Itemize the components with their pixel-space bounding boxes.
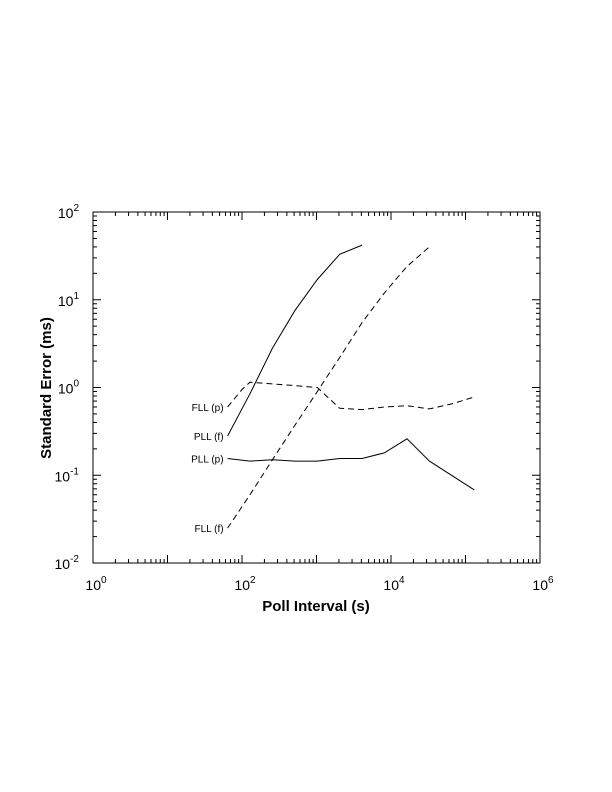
series-line-2 bbox=[227, 438, 475, 491]
series-label-2: PLL (p) bbox=[191, 455, 223, 466]
x-axis-title: Poll Interval (s) bbox=[262, 598, 370, 615]
series-label-3: FLL (f) bbox=[194, 524, 223, 535]
y-tick-label: 102 bbox=[58, 203, 80, 221]
x-tick-label-exponent: 0 bbox=[101, 575, 107, 586]
y-tick-label-base: 10 bbox=[58, 205, 74, 221]
series-lines bbox=[227, 244, 475, 529]
y-tick-label: 101 bbox=[58, 291, 80, 309]
x-tick-label-base: 10 bbox=[234, 577, 250, 593]
y-tick-label-exponent: 1 bbox=[73, 291, 79, 302]
series-label-0: FLL (p) bbox=[192, 403, 224, 414]
y-tick-label: 100 bbox=[58, 379, 80, 397]
y-tick-label-exponent: -2 bbox=[70, 554, 79, 565]
y-tick-label-exponent: 2 bbox=[73, 203, 79, 214]
y-tick-label-exponent: -1 bbox=[70, 466, 79, 477]
y-tick-label-base: 10 bbox=[58, 293, 74, 309]
x-tick-label-base: 10 bbox=[383, 577, 399, 593]
series-labels: FLL (p) PLL (f) PLL (p) FLL (f) bbox=[191, 403, 223, 535]
x-tick-label: 100 bbox=[85, 575, 107, 593]
y-tick-label-base: 10 bbox=[55, 468, 71, 484]
x-tick-label-exponent: 6 bbox=[548, 575, 554, 586]
x-tick-label-base: 10 bbox=[85, 577, 101, 593]
series-line-1 bbox=[227, 244, 363, 437]
x-tick-label: 104 bbox=[383, 575, 405, 593]
x-tick-label: 106 bbox=[532, 575, 554, 593]
y-tick-label-exponent: 0 bbox=[73, 379, 79, 390]
series-line-0 bbox=[227, 381, 475, 411]
y-tick-label-base: 10 bbox=[58, 381, 74, 397]
series-label-1: PLL (f) bbox=[194, 432, 224, 443]
y-tick-label-base: 10 bbox=[55, 556, 71, 572]
axis-ticks bbox=[92, 211, 541, 564]
x-tick-label-exponent: 4 bbox=[399, 575, 405, 586]
x-tick-label: 102 bbox=[234, 575, 256, 593]
x-tick-label-base: 10 bbox=[532, 577, 548, 593]
series-line-3 bbox=[227, 246, 430, 529]
y-tick-label: 10-2 bbox=[55, 554, 80, 572]
x-tick-label-exponent: 2 bbox=[250, 575, 256, 586]
y-axis-title: Standard Error (ms) bbox=[38, 317, 55, 459]
y-tick-label: 10-1 bbox=[55, 466, 80, 484]
